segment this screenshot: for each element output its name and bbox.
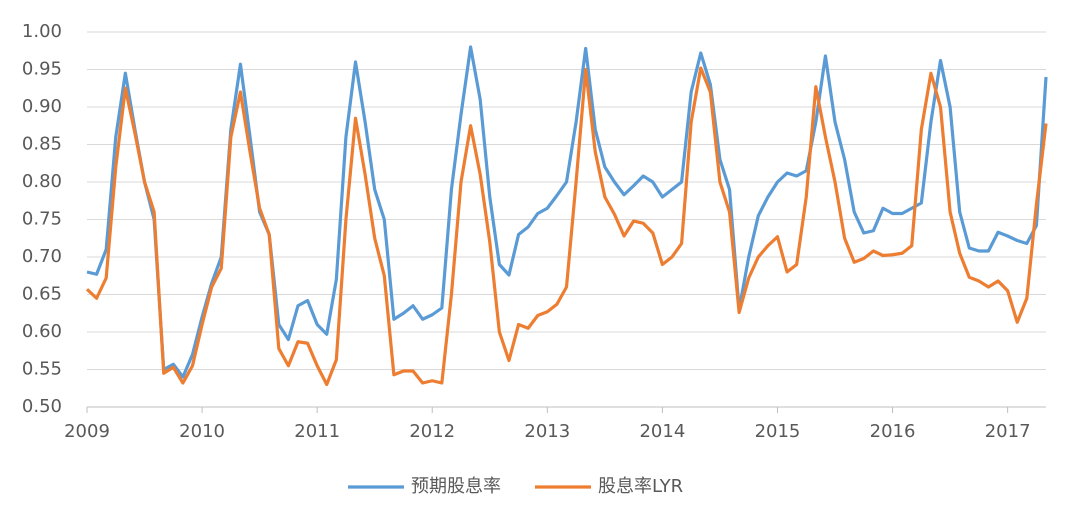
legend-label: 预期股息率 xyxy=(411,476,501,497)
x-tick-label: 2012 xyxy=(409,421,455,442)
legend-label: 股息率LYR xyxy=(598,476,683,497)
y-tick-label: 0.95 xyxy=(22,59,62,80)
x-tick-label: 2010 xyxy=(179,421,225,442)
series-line xyxy=(86,45,1048,379)
y-tick-label: 0.50 xyxy=(22,396,62,417)
x-tick-label: 2017 xyxy=(985,421,1031,442)
y-tick-label: 0.70 xyxy=(22,246,62,267)
x-tick-label: 2013 xyxy=(524,421,570,442)
y-tick-label: 0.90 xyxy=(22,96,62,117)
y-tick-label: 0.85 xyxy=(22,134,62,155)
y-tick-label: 1.00 xyxy=(22,21,62,42)
x-tick-label: 2015 xyxy=(755,421,801,442)
y-tick-label: 0.65 xyxy=(22,284,62,305)
x-tick-label: 2016 xyxy=(870,421,916,442)
y-tick-label: 0.55 xyxy=(22,359,62,380)
y-tick-label: 0.75 xyxy=(22,209,62,230)
x-tick-label: 2011 xyxy=(294,421,340,442)
y-tick-label: 0.80 xyxy=(22,171,62,192)
series-line xyxy=(85,66,1048,387)
x-tick-label: 2014 xyxy=(639,421,685,442)
y-tick-label: 0.60 xyxy=(22,321,62,342)
x-tick-label: 2009 xyxy=(64,421,110,442)
